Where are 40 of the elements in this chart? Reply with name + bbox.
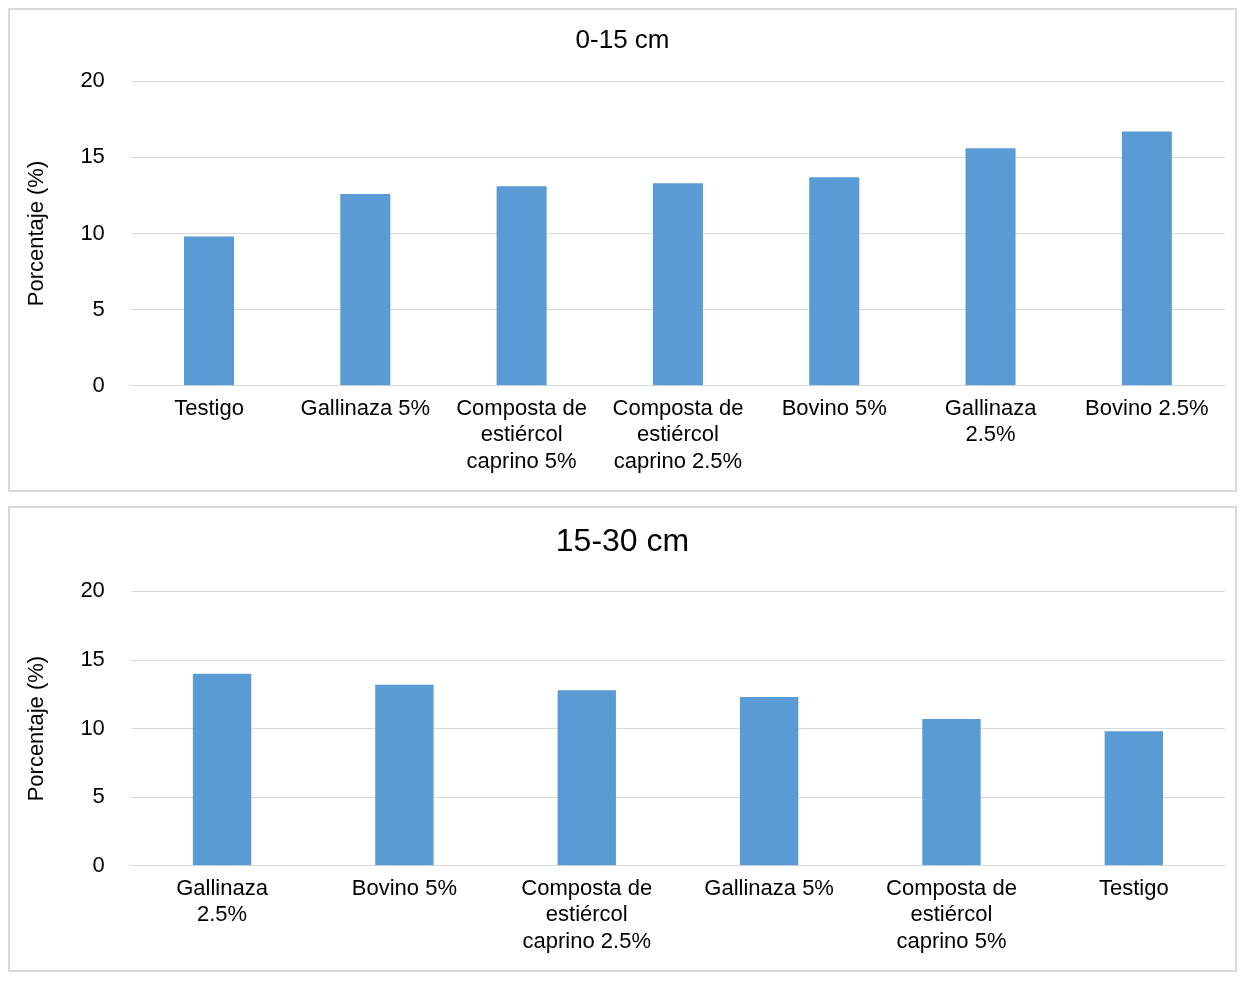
x-tick-label: Testigo: [174, 395, 244, 421]
y-tick-label: 0: [92, 371, 105, 397]
bar: [340, 193, 391, 386]
x-tick-label: Composta de estiércol caprino 2.5%: [521, 875, 653, 953]
bar: [809, 177, 860, 386]
x-tick-label: Composta de estiércol caprino 5%: [886, 875, 1017, 953]
x-tick-label: Gallinaza 5%: [300, 395, 431, 421]
y-tick-label: 15: [80, 646, 105, 672]
x-tick-label: Gallinaza 5%: [704, 875, 834, 901]
y-tick-label: 0: [92, 851, 105, 877]
x-tick-label: Testigo: [1098, 875, 1169, 901]
y-axis-title: Porcentaje (%): [23, 160, 49, 307]
bar: [557, 690, 616, 866]
x-tick-label: Bovino 5%: [781, 395, 887, 421]
y-tick-label: 10: [80, 714, 105, 740]
x-tick-label: Composta de estiércol caprino 5%: [456, 395, 588, 473]
x-tick-label: Gallinaza 2.5%: [944, 395, 1038, 447]
bar: [922, 719, 981, 866]
bar: [652, 183, 703, 386]
y-axis-title: Porcentaje (%): [23, 655, 49, 802]
x-tick-label: Composta de estiércol caprino 2.5%: [612, 395, 744, 473]
bar: [739, 697, 799, 866]
x-tick-label: Bovino 2.5%: [1085, 395, 1209, 421]
y-tick-label: 10: [80, 219, 105, 245]
y-tick-label: 20: [80, 67, 105, 93]
y-tick-label: 5: [92, 295, 105, 321]
bar: [184, 236, 235, 386]
bar: [965, 148, 1016, 386]
y-tick-label: 20: [80, 577, 105, 603]
bar: [496, 186, 547, 386]
bar: [192, 673, 252, 866]
bar: [1121, 131, 1172, 386]
x-tick-label: Gallinaza 2.5%: [176, 875, 269, 927]
bar: [375, 684, 434, 866]
y-tick-label: 15: [80, 143, 105, 169]
x-tick-label: Bovino 5%: [351, 875, 457, 901]
chart-title: 15-30 cm: [555, 522, 690, 559]
chart-title: 0-15 cm: [575, 23, 670, 54]
bar: [1104, 731, 1163, 866]
y-tick-label: 5: [92, 783, 105, 809]
